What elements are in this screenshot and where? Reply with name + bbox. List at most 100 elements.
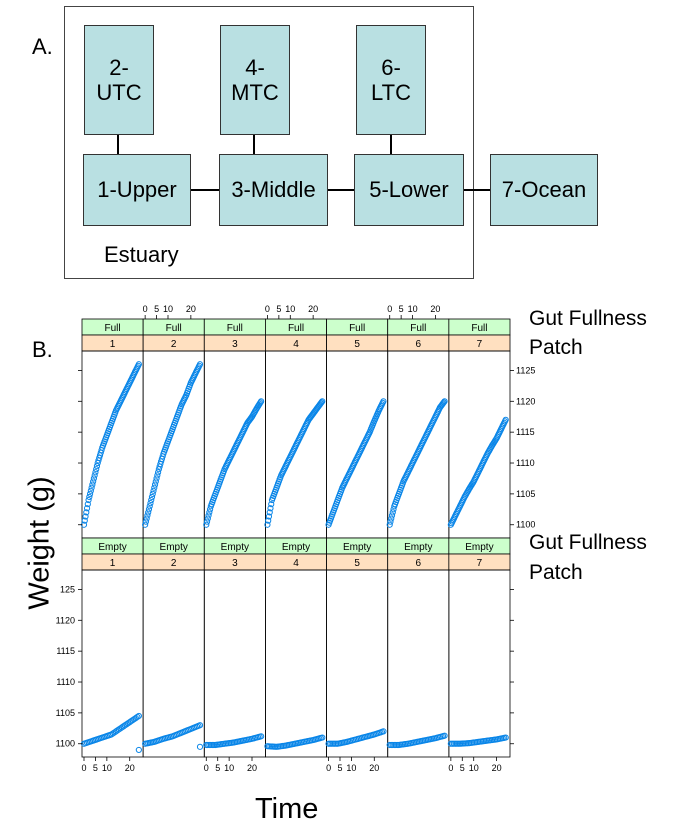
- data-point: [148, 496, 155, 504]
- panel-frame: [326, 350, 389, 539]
- data-point: [90, 478, 97, 485]
- x-tick-label: 0: [326, 763, 331, 773]
- x-tick-label: 10: [102, 763, 112, 773]
- panel-frame: [203, 569, 266, 758]
- estuary-label: Estuary: [104, 242, 179, 267]
- data-point: [154, 472, 161, 479]
- data-point: [203, 521, 210, 528]
- strip-legend-top-fullness: Gut Fullness: [529, 307, 647, 330]
- y-tick-label: 1120: [516, 396, 535, 406]
- connector-lower-ocean: [463, 189, 491, 191]
- data-point: [265, 517, 272, 524]
- x-axis-label: Time: [255, 793, 319, 825]
- data-point: [441, 398, 448, 405]
- strip-patch-label: 6: [416, 339, 422, 350]
- data-point: [148, 493, 156, 501]
- strip-fullness-label: Full: [227, 323, 243, 334]
- data-point: [267, 505, 274, 512]
- data-point: [150, 487, 157, 494]
- data-point: [84, 501, 91, 508]
- panel-frame: [326, 569, 389, 758]
- data-point: [91, 472, 98, 479]
- data-point: [145, 509, 152, 516]
- x-tick-label: 10: [224, 763, 234, 773]
- data-point: [386, 521, 393, 528]
- node-mtc: 4- MTC: [220, 25, 290, 135]
- data-point: [85, 496, 92, 504]
- panel-a-label: A.: [32, 34, 53, 59]
- x-tick-label: 20: [186, 304, 196, 314]
- data-point: [93, 466, 100, 473]
- y-tick-label: 125: [60, 584, 75, 594]
- strip-fullness-label: Full: [288, 323, 304, 334]
- data-point: [319, 734, 326, 741]
- connector-middle-lower: [327, 189, 355, 191]
- y-tick-label: 1100: [516, 520, 535, 530]
- strip-legend-top-patch: Patch: [529, 336, 583, 359]
- data-point: [203, 518, 211, 525]
- strip-patch-label: 6: [416, 558, 422, 569]
- x-tick-label: 20: [492, 763, 502, 773]
- data-point: [143, 515, 150, 522]
- strip-fullness-label: Full: [349, 323, 365, 334]
- x-tick-label: 0: [143, 304, 148, 314]
- data-point: [441, 732, 448, 739]
- data-point: [151, 481, 159, 488]
- strip-patch-label: 2: [171, 558, 177, 569]
- data-point: [318, 399, 325, 406]
- data-point: [151, 484, 158, 491]
- data-point: [149, 490, 156, 497]
- data-point: [265, 513, 273, 520]
- strip-patch-label: 7: [477, 558, 483, 569]
- x-tick-label: 0: [265, 304, 270, 314]
- node-mtc-number: 4-: [245, 54, 265, 80]
- data-point: [196, 743, 204, 750]
- x-tick-label: 0: [387, 304, 392, 314]
- data-point: [144, 512, 151, 519]
- node-ltc-number: 6-: [381, 54, 401, 80]
- data-point: [135, 746, 142, 754]
- x-tick-label: 0: [204, 763, 209, 773]
- data-point: [258, 398, 265, 405]
- data-point: [196, 361, 204, 368]
- y-tick-label: 1100: [56, 739, 75, 749]
- data-point: [380, 728, 387, 735]
- node-lower: 5-Lower: [354, 154, 464, 226]
- x-tick-label: 20: [247, 763, 257, 773]
- panel-frame: [265, 350, 327, 539]
- strip-fullness-label: Full: [410, 323, 426, 334]
- strip-fullness-label: Full: [166, 323, 182, 334]
- strip-legend-bottom-fullness: Gut Fullness: [529, 531, 647, 554]
- data-point: [258, 733, 265, 740]
- x-tick-label: 5: [93, 763, 98, 773]
- data-point: [142, 521, 149, 528]
- data-point: [440, 399, 447, 406]
- data-point: [88, 484, 95, 491]
- data-point: [83, 509, 90, 516]
- node-utc: 2- UTC: [84, 25, 154, 135]
- data-point: [502, 416, 509, 423]
- strip-fullness-label: Empty: [160, 542, 188, 553]
- data-point: [87, 487, 94, 494]
- data-point: [389, 509, 396, 516]
- x-tick-label: 5: [154, 304, 159, 314]
- data-point: [388, 512, 396, 519]
- strip-fullness-label: Empty: [282, 542, 310, 553]
- data-point: [196, 722, 204, 729]
- data-point: [502, 734, 509, 741]
- x-tick-label: 10: [469, 763, 479, 773]
- data-point: [146, 503, 153, 510]
- node-mtc-name: MTC: [231, 80, 279, 105]
- y-tick-label: 1110: [516, 458, 535, 468]
- panel-frame: [265, 569, 327, 758]
- strip-patch-label: 3: [232, 339, 238, 350]
- data-point: [266, 509, 273, 516]
- data-point: [142, 518, 150, 525]
- y-tick-label: 1115: [56, 646, 75, 656]
- panel-b-label: B.: [32, 337, 53, 362]
- x-tick-label: 20: [430, 304, 440, 314]
- data-point: [83, 505, 91, 512]
- strip-fullness-label: Empty: [98, 542, 126, 553]
- strip-fullness-label: Empty: [404, 542, 432, 553]
- data-point: [147, 500, 154, 507]
